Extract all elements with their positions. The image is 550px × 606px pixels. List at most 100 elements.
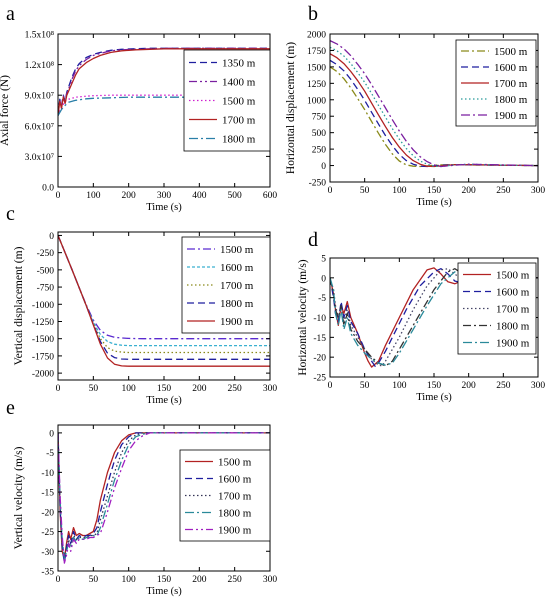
series-line-1400-m [58, 47, 270, 116]
y-tick-label: 6.0x10⁷ [25, 122, 54, 132]
panel-e: e 0 50 100 150 200 250 300 -35 -30 -25 -20 -15 -10 -5 0… [6, 397, 277, 597]
x-tick-label: 100 [122, 575, 137, 585]
legend: 1350 m 1400 m 1500 m 1700 m 1800 m [183, 49, 271, 152]
x-tick-label: 300 [263, 384, 278, 394]
legend-label: 1900 m [496, 338, 530, 350]
y-tick-label: 1.2x10⁸ [25, 61, 54, 71]
x-tick-label: 0 [56, 575, 61, 585]
legend: 1500 m 1600 m 1700 m 1800 m 1900 m [179, 449, 271, 542]
y-tick-label: -25 [313, 374, 326, 384]
x-axis-label: Time (s) [146, 395, 182, 406]
panel-d: d 0 50 100 150 200 250 300 -25 -20 -15 -10 -5 0 5 Time … [297, 229, 545, 403]
legend-label: 1700 m [220, 280, 254, 292]
x-tick-label: 300 [531, 381, 546, 391]
panel-label: d [308, 229, 318, 251]
y-tick-label: -1250 [32, 318, 54, 328]
series-line-1700-m [330, 268, 538, 367]
y-tick-label: 0 [49, 429, 54, 439]
legend-label: 1500 m [222, 96, 256, 108]
x-tick-label: 150 [427, 186, 442, 196]
y-tick-label: -2000 [32, 370, 54, 380]
legend-label: 1900 m [218, 525, 252, 537]
y-tick-label: 1250 [307, 80, 326, 90]
legend-label: 1600 m [218, 474, 252, 486]
y-tick-label: -1000 [32, 301, 54, 311]
y-tick-label: 0.0 [42, 184, 54, 194]
x-tick-label: 100 [392, 381, 407, 391]
legend-label: 1800 m [220, 298, 254, 310]
y-tick-label: -250 [309, 179, 327, 189]
x-tick-label: 200 [462, 381, 477, 391]
x-tick-label: 100 [392, 186, 407, 196]
legend-label: 1500 m [220, 244, 254, 256]
y-tick-label: -15 [313, 334, 326, 344]
x-tick-label: 50 [360, 186, 370, 196]
y-tick-label: 1750 [307, 47, 326, 57]
x-tick-label: 250 [228, 384, 243, 394]
y-tick-label: -5 [318, 294, 326, 304]
x-tick-label: 200 [462, 186, 477, 196]
legend-label: 1600 m [220, 262, 254, 274]
series-line-1600-m [58, 235, 270, 347]
y-tick-label: 1500 [307, 63, 326, 73]
series-line-1900-m [58, 432, 270, 564]
y-tick-label: 2000 [307, 31, 326, 41]
y-tick-label: 5 [321, 255, 326, 265]
x-tick-label: 50 [360, 381, 370, 391]
y-tick-label: -10 [313, 314, 326, 324]
legend-label: 1500 m [218, 457, 252, 469]
x-axis-label: Time (s) [416, 197, 452, 208]
legend-label: 1400 m [222, 77, 256, 89]
y-tick-label: -500 [37, 266, 55, 276]
x-tick-label: 150 [427, 381, 442, 391]
y-axis-label: Horizontal velocity (m/s) [297, 259, 309, 375]
y-tick-label: -1500 [32, 335, 54, 345]
x-tick-label: 150 [157, 575, 172, 585]
legend-label: 1800 m [494, 94, 528, 106]
legend-label: 1350 m [222, 58, 256, 70]
x-tick-label: 50 [89, 575, 99, 585]
legend-label: 1800 m [496, 321, 530, 333]
y-tick-label: 1.5x10⁸ [25, 31, 54, 41]
legend-label: 1600 m [494, 62, 528, 74]
y-axis-label: Horizontal displacement (m) [285, 42, 297, 174]
x-axis-label: Time (s) [146, 202, 182, 213]
legend-label: 1700 m [496, 304, 530, 316]
legend-label: 1700 m [218, 491, 252, 503]
legend: 1500 m 1600 m 1700 m 1800 m 1900 m [457, 262, 537, 355]
y-axis-label: Vertical displacement (m) [13, 246, 25, 365]
panel-a: a 0 100 200 300 400 500 600 0.0 3.0x10⁷ 6.0x10⁷ 9.0… [0, 3, 277, 213]
legend-label: 1500 m [494, 46, 528, 58]
y-tick-label: 250 [312, 146, 327, 156]
legend-label: 1500 m [496, 270, 530, 282]
series-line-1900-m [330, 40, 538, 168]
plot-area [330, 40, 538, 168]
y-tick-label: 500 [312, 129, 327, 139]
x-tick-label: 0 [56, 191, 61, 201]
series-line-1500-m [58, 94, 270, 116]
x-tick-label: 200 [192, 575, 207, 585]
y-tick-label: -750 [37, 284, 55, 294]
legend-label: 1700 m [222, 115, 256, 127]
series-line-1900-m [58, 235, 270, 367]
legend-box [181, 236, 271, 334]
x-tick-label: 250 [496, 381, 511, 391]
panel-c: c 0 50 100 150 200 250 300 -2000 -1750 -1500 -1250 -… [6, 203, 277, 406]
y-axis-label: Vertical velocity (m/s) [13, 446, 25, 549]
series-line-1800-m [58, 235, 270, 360]
legend-box [179, 449, 271, 542]
x-tick-label: 50 [89, 384, 99, 394]
y-tick-label: -35 [41, 568, 54, 578]
x-axis-label: Time (s) [416, 392, 452, 403]
x-tick-label: 0 [56, 384, 61, 394]
plot-area [58, 235, 270, 367]
x-tick-label: 500 [228, 191, 243, 201]
y-tick-label: -10 [41, 469, 54, 479]
y-tick-label: -30 [41, 548, 54, 558]
y-tick-label: -25 [41, 528, 54, 538]
series-line-1700-m [330, 53, 538, 168]
y-tick-label: 0 [321, 162, 326, 172]
series-line-1700-m [58, 235, 270, 354]
series-line-1700-m [58, 48, 270, 116]
series-line-1800-m [330, 46, 538, 168]
